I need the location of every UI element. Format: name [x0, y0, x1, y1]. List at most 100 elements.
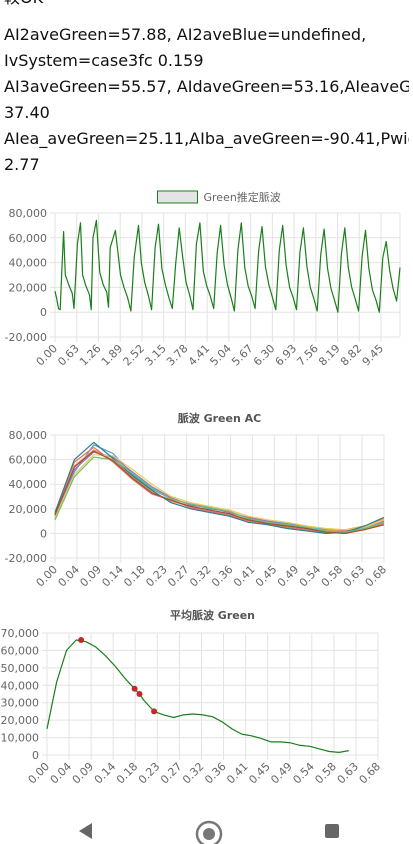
status-text: 較OK AI2aveGreen=57.88, AI2aveBlue=undefi…	[4, 0, 409, 178]
x-tick-label: 1.26	[77, 342, 104, 369]
x-tick-label: 0.41	[224, 760, 251, 787]
x-tick-label: 0.58	[319, 563, 346, 590]
peak-marker	[131, 685, 138, 692]
x-tick-label: 0.32	[180, 760, 207, 787]
x-tick-label: 5.67	[229, 342, 256, 369]
status-line: AIea_aveGreen=25.11,AIba_aveGreen=-90.41…	[4, 129, 409, 148]
x-tick-label: 0.27	[165, 563, 192, 590]
series-line	[54, 450, 385, 534]
x-tick-label: 0.04	[56, 563, 83, 590]
x-tick-label: 1.89	[99, 342, 126, 369]
x-tick-label: 0.54	[297, 563, 324, 590]
status-line: AI2aveGreen=57.88, AI2aveBlue=undefined,	[4, 25, 367, 44]
status-line: 較OK	[4, 0, 409, 11]
y-tick-label: 80,000	[9, 429, 48, 442]
x-tick-label: 0.00	[34, 342, 61, 369]
x-tick-label: 0.36	[209, 563, 236, 590]
x-tick-label: 0.63	[55, 342, 82, 369]
y-tick-label: 60,000	[1, 644, 40, 657]
x-tick-label: 0.41	[231, 563, 258, 590]
x-tick-label: 8.19	[316, 342, 343, 369]
y-tick-label: 40,000	[9, 257, 48, 270]
x-tick-label: 0.23	[136, 760, 163, 787]
y-tick-label: 80,000	[9, 207, 48, 220]
x-tick-label: 0.09	[70, 760, 97, 787]
x-tick-label: 0.63	[341, 563, 368, 590]
x-tick-label: 8.82	[338, 342, 365, 369]
peak-marker	[151, 708, 158, 715]
series-line	[54, 451, 385, 534]
x-tick-label: 7.56	[294, 342, 321, 369]
x-tick-label: 0.14	[92, 760, 119, 787]
x-tick-label: 0.14	[99, 563, 126, 590]
series-line	[54, 441, 385, 534]
status-line: 37.40	[4, 103, 50, 122]
peak-marker	[136, 691, 143, 697]
x-tick-label: 3.78	[164, 342, 191, 369]
y-tick-label: 60,000	[9, 454, 48, 467]
average-pulse-green-chart: 平均脈波 Green 0 10,000 20,000 30,000 40,000 50,00…	[1, 608, 384, 787]
status-line: IvSystem=case3fc 0.159	[4, 51, 204, 70]
series-line	[54, 444, 385, 532]
x-tick-label: 0.18	[121, 563, 148, 590]
home-icon[interactable]	[195, 820, 223, 844]
x-tick-label: 6.30	[251, 342, 278, 369]
y-tick-label: 20,000	[9, 281, 48, 294]
y-tick-label: 60,000	[9, 232, 48, 245]
peak-marker	[78, 636, 85, 643]
y-tick-label: 70,000	[1, 627, 40, 640]
y-tick-label: 30,000	[1, 697, 40, 710]
x-tick-label: 6.93	[273, 342, 300, 369]
recents-icon[interactable]	[324, 822, 340, 840]
x-tick-label: 0.23	[143, 563, 170, 590]
x-tick-label: 0.54	[290, 760, 317, 787]
y-tick-label: 40,000	[9, 478, 48, 491]
series-line	[54, 219, 401, 313]
series-line	[54, 449, 385, 532]
x-tick-label: 0.63	[335, 760, 362, 787]
y-tick-label: 0	[40, 306, 47, 319]
y-tick-label: 40,000	[1, 679, 40, 692]
x-tick-label: 0.49	[275, 563, 302, 590]
legend-label: Green推定脈波	[204, 190, 281, 204]
back-icon[interactable]	[78, 822, 94, 840]
x-tick-label: 0.00	[26, 760, 53, 787]
y-tick-label: -20,000	[5, 331, 47, 344]
x-tick-label: 0.00	[34, 563, 61, 590]
x-tick-label: 0.09	[77, 563, 104, 590]
x-tick-label: 0.58	[312, 760, 339, 787]
status-line: 2.77	[4, 155, 40, 174]
y-tick-label: 20,000	[1, 714, 40, 727]
y-tick-label: 20,000	[9, 503, 48, 516]
x-tick-label: 5.04	[207, 342, 234, 369]
chart-title: 平均脈波 Green	[170, 608, 255, 622]
status-line: AI3aveGreen=55.57, AIdaveGreen=53.16,AIe…	[4, 77, 409, 96]
series-line	[54, 454, 385, 531]
x-tick-label: 0.45	[253, 563, 280, 590]
system-navigation-bar	[0, 812, 413, 844]
legend-swatch	[157, 190, 198, 204]
x-tick-label: 2.52	[121, 342, 148, 369]
x-tick-label: 0.45	[246, 760, 273, 787]
y-tick-label: 0	[32, 749, 39, 762]
x-tick-label: 0.27	[158, 760, 185, 787]
x-tick-label: 0.68	[357, 760, 384, 787]
pulse-green-ac-chart: 脈波 Green AC -20,000 0 20,000 40,000 60,000 80,…	[5, 411, 390, 590]
x-tick-label: 0.36	[202, 760, 229, 787]
chart-title: 脈波 Green AC	[178, 411, 261, 425]
x-tick-label: 3.15	[142, 342, 169, 369]
y-tick-label: -20,000	[5, 552, 47, 565]
x-tick-label: 0.32	[187, 563, 214, 590]
x-tick-label: 0.18	[114, 760, 141, 787]
x-tick-label: 0.49	[268, 760, 295, 787]
y-tick-label: 10,000	[1, 732, 40, 745]
series-line	[54, 456, 385, 533]
x-tick-label: 4.41	[186, 342, 213, 369]
x-tick-label: 9.45	[360, 342, 387, 369]
y-tick-label: 50,000	[1, 662, 40, 675]
green-estimated-pulse-chart: Green推定脈波 -20,000 0 20,000 40,000 60,000 80,00…	[5, 190, 401, 369]
series-line	[46, 639, 349, 753]
x-tick-label: 0.04	[48, 760, 75, 787]
y-tick-label: 0	[40, 527, 47, 540]
x-tick-label: 0.68	[363, 563, 390, 590]
